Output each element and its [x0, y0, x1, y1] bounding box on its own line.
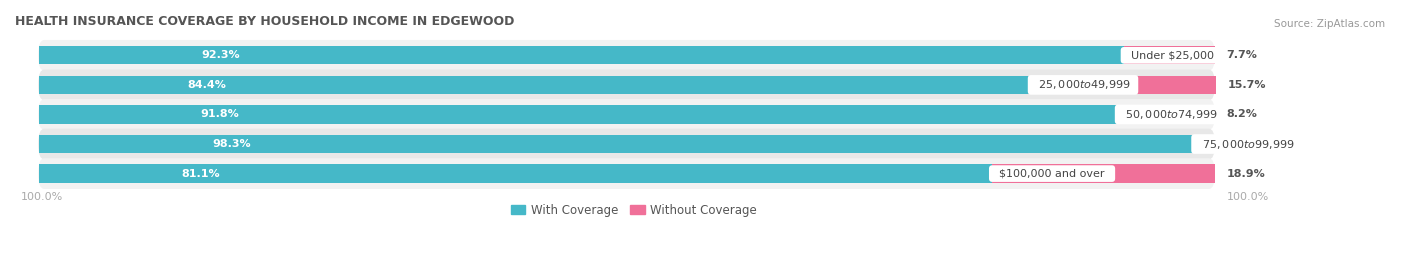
Text: 7.7%: 7.7% — [1226, 50, 1257, 60]
Text: 100.0%: 100.0% — [21, 192, 63, 202]
Bar — [38, 76, 1031, 94]
Text: HEALTH INSURANCE COVERAGE BY HOUSEHOLD INCOME IN EDGEWOOD: HEALTH INSURANCE COVERAGE BY HOUSEHOLD I… — [15, 15, 515, 28]
FancyBboxPatch shape — [38, 40, 1215, 71]
Text: $50,000 to $74,999: $50,000 to $74,999 — [1118, 108, 1222, 121]
FancyBboxPatch shape — [38, 129, 1215, 160]
Text: 84.4%: 84.4% — [187, 80, 226, 90]
Bar — [1123, 46, 1215, 65]
Text: Source: ZipAtlas.com: Source: ZipAtlas.com — [1274, 19, 1385, 29]
Text: 92.3%: 92.3% — [201, 50, 240, 60]
Text: 98.3%: 98.3% — [212, 139, 250, 149]
FancyBboxPatch shape — [38, 69, 1215, 100]
Text: 91.8%: 91.8% — [201, 109, 239, 119]
Legend: With Coverage, Without Coverage: With Coverage, Without Coverage — [506, 199, 762, 221]
FancyBboxPatch shape — [38, 158, 1215, 189]
Text: $75,000 to $99,999: $75,000 to $99,999 — [1195, 137, 1298, 151]
FancyBboxPatch shape — [38, 99, 1215, 130]
Bar — [1118, 105, 1215, 124]
Bar — [993, 164, 1215, 183]
Bar — [38, 135, 1195, 153]
Text: 15.7%: 15.7% — [1227, 80, 1265, 90]
Text: 100.0%: 100.0% — [1226, 192, 1268, 202]
Text: 81.1%: 81.1% — [181, 169, 221, 179]
Text: 8.2%: 8.2% — [1226, 109, 1257, 119]
Bar — [38, 105, 1118, 124]
Text: Under $25,000: Under $25,000 — [1123, 50, 1220, 60]
Text: 1.7%: 1.7% — [1226, 139, 1257, 149]
Text: $100,000 and over: $100,000 and over — [993, 169, 1112, 179]
Text: $25,000 to $49,999: $25,000 to $49,999 — [1031, 78, 1135, 91]
Bar — [38, 164, 993, 183]
Bar — [1031, 76, 1216, 94]
Bar — [1195, 135, 1215, 153]
Text: 18.9%: 18.9% — [1226, 169, 1265, 179]
Bar — [38, 46, 1123, 65]
